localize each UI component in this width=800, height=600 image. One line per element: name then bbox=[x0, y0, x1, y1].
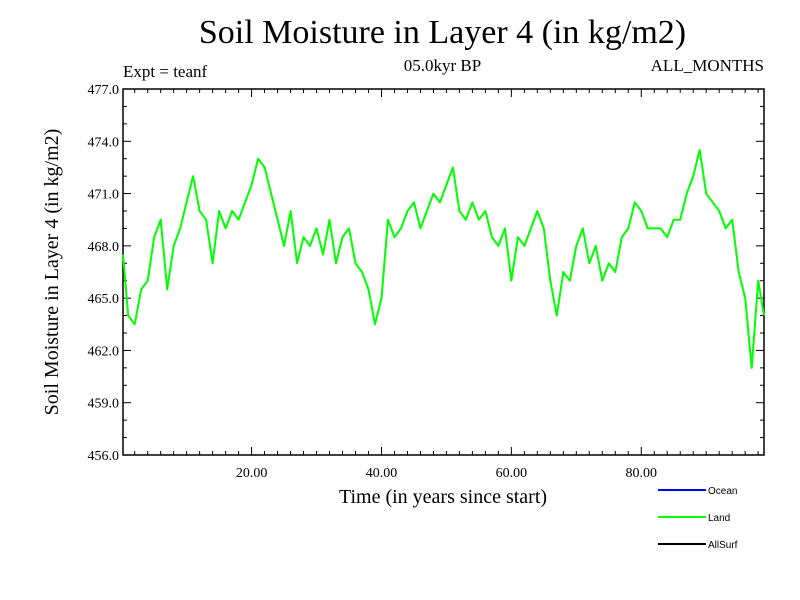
x-tick-label: 40.00 bbox=[366, 466, 398, 481]
x-tick-label: 80.00 bbox=[626, 466, 658, 481]
legend: Ocean Land AllSurf bbox=[658, 486, 738, 551]
legend-label-allsurf: AllSurf bbox=[708, 540, 738, 551]
y-tick-label: 456.0 bbox=[88, 449, 120, 464]
axis-ticks: 456.0 459.0 462.0 465.0 468.0 471.0 474.0 477.0… bbox=[88, 83, 764, 481]
chart-title: Soil Moisture in Layer 4 (in kg/m2) bbox=[198, 14, 687, 51]
chart-subtitle: 05.0kyr BP bbox=[403, 56, 482, 75]
series-line-land bbox=[122, 149, 765, 369]
y-tick-label: 465.0 bbox=[88, 292, 120, 307]
series-layer bbox=[122, 149, 765, 369]
y-tick-label: 459.0 bbox=[88, 397, 120, 412]
legend-label-ocean: Ocean bbox=[708, 486, 737, 497]
x-axis-label: Time (in years since start) bbox=[339, 486, 547, 508]
legend-label-land: Land bbox=[708, 513, 730, 524]
plot-frame bbox=[122, 88, 765, 456]
period-label: ALL_MONTHS bbox=[650, 56, 764, 75]
x-tick-label: 20.00 bbox=[236, 466, 268, 481]
experiment-label: Expt = teanf bbox=[123, 62, 208, 81]
y-tick-label: 471.0 bbox=[88, 188, 120, 203]
y-tick-label: 474.0 bbox=[88, 135, 120, 150]
x-tick-label: 60.00 bbox=[496, 466, 528, 481]
y-tick-label: 468.0 bbox=[88, 240, 120, 255]
y-tick-label: 477.0 bbox=[88, 83, 120, 98]
y-tick-label: 462.0 bbox=[88, 344, 120, 359]
y-axis-label: Soil Moisture in Layer 4 (in kg/m2) bbox=[41, 129, 63, 416]
